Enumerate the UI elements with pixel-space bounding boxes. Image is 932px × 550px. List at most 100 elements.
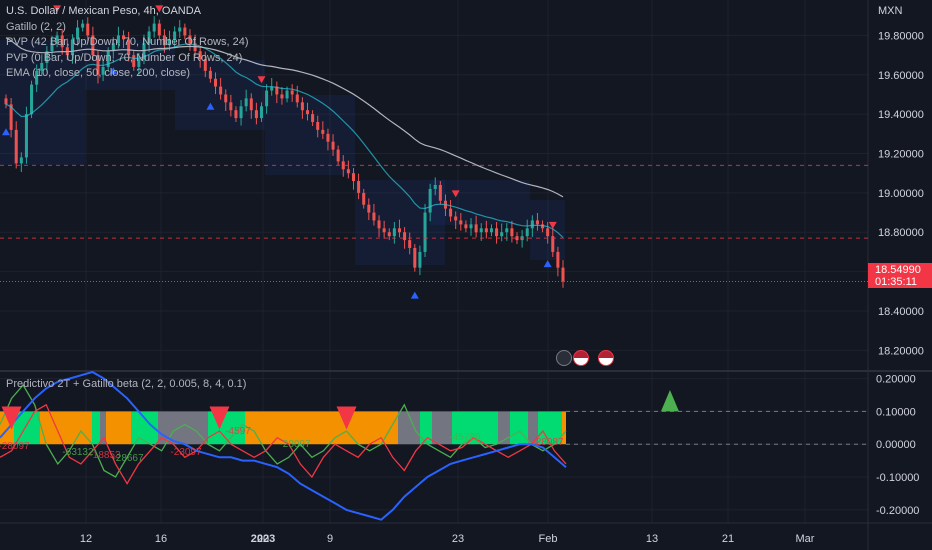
candle-body <box>408 240 412 248</box>
lightning-event-icon[interactable] <box>556 350 572 366</box>
buy-arrow-icon <box>2 128 10 136</box>
candle-body <box>188 35 192 44</box>
candle-body <box>35 70 39 85</box>
chart-legend: U.S. Dollar / Mexican Peso, 4h, OANDA Ga… <box>6 4 249 82</box>
candle-body <box>162 35 166 46</box>
candle-body <box>377 220 381 229</box>
candle-body <box>50 43 54 52</box>
osc-value-label: -28097 <box>279 439 311 450</box>
price-tick-label: 19.20000 <box>878 149 924 161</box>
candle-body <box>500 232 504 237</box>
candle-body <box>224 94 228 103</box>
candle-body <box>459 220 463 225</box>
signal-band-segment <box>92 411 100 445</box>
buy-arrow-icon <box>410 291 419 299</box>
candle-body <box>316 122 320 130</box>
symbol-title[interactable]: U.S. Dollar / Mexican Peso, 4h, OANDA <box>6 5 202 17</box>
candle-body <box>152 23 156 32</box>
indicator-gatillo[interactable]: Gatillo (2, 2) <box>6 20 66 33</box>
candle-body <box>76 27 80 40</box>
indicator-pvp-42[interactable]: PVP (42 Bar, Up/Down, 70, Number Of Rows… <box>6 36 249 48</box>
candle-body <box>173 31 177 40</box>
osc-value-label: -4597 <box>225 426 251 437</box>
signal-band-segment <box>100 411 106 445</box>
candle-body <box>515 236 519 241</box>
signal-band-segment <box>245 411 398 445</box>
volume-profile-box <box>175 60 265 130</box>
candle-body <box>168 39 172 46</box>
candle-body <box>433 185 437 189</box>
signal-band-segment <box>398 411 420 445</box>
osc-value-label: -28097 <box>0 441 30 452</box>
time-tick-label: 23 <box>452 533 464 545</box>
time-tick-label: 12 <box>80 533 92 545</box>
candle-body <box>24 114 28 158</box>
candle-body <box>275 86 279 95</box>
ema-200-line <box>5 37 564 198</box>
candle-body <box>147 31 151 44</box>
candle-body <box>382 228 386 233</box>
price-tick-label: 19.80000 <box>878 30 924 42</box>
candle-body <box>137 59 141 67</box>
candle-body <box>321 129 325 134</box>
candle-body <box>280 94 284 99</box>
buy-arrow-icon <box>543 260 552 268</box>
candle-body <box>479 228 483 233</box>
candle-body <box>285 90 289 99</box>
candle-body <box>203 59 207 71</box>
candle-body <box>556 251 560 268</box>
osc-value-label: -45789 <box>449 432 481 443</box>
candle-body <box>397 228 401 233</box>
volume-profile-box <box>0 40 85 165</box>
sell-arrow-icon <box>53 5 62 13</box>
candle-body <box>60 35 64 48</box>
buy-arrow-icon <box>109 67 118 75</box>
us-flag-event-icon-2[interactable] <box>598 350 614 366</box>
candle-body <box>132 55 136 67</box>
price-tick-label: 18.80000 <box>878 227 924 239</box>
candle-body <box>290 90 294 95</box>
lower-pane-title[interactable]: Predictivo 2T + Gatillo beta (2, 2, 0.00… <box>6 378 247 390</box>
volume-profile-box <box>265 95 355 175</box>
candle-body <box>367 204 371 213</box>
candle-body <box>341 161 345 170</box>
time-tick-label: 20 <box>257 533 269 545</box>
candle-body <box>55 35 59 44</box>
candle-body <box>198 51 202 60</box>
candle-body <box>4 98 8 105</box>
candle-body <box>346 169 350 174</box>
candle-body <box>505 228 509 233</box>
osc-up-triangle-icon <box>660 390 679 412</box>
candle-body <box>336 149 340 162</box>
signal-band-segment <box>528 411 538 445</box>
candle-body <box>106 51 110 67</box>
signal-band-segment <box>106 411 131 445</box>
indicator-pvp-0[interactable]: PVP (0 Bar, Up/Down, 70, Number Of Rows,… <box>6 51 243 64</box>
signal-band-segment <box>40 411 92 445</box>
candle-body <box>239 106 243 119</box>
candle-body <box>101 66 105 75</box>
candle-body <box>183 27 187 36</box>
candle-body <box>489 228 493 233</box>
candle-body <box>305 110 310 115</box>
us-flag-event-icon[interactable] <box>573 350 589 366</box>
candle-body <box>254 110 258 119</box>
candle-body <box>219 86 223 95</box>
osc-value-label: -23097 <box>170 447 202 458</box>
candle-body <box>9 104 13 130</box>
candle-body <box>86 23 90 36</box>
candle-body <box>234 110 238 119</box>
osc-blue-line <box>0 370 567 521</box>
candle-body <box>546 228 550 237</box>
candle-body <box>530 220 534 229</box>
candle-body <box>331 141 335 150</box>
sell-arrow-icon <box>155 5 164 13</box>
candle-body <box>213 78 218 87</box>
candle-body <box>249 98 253 111</box>
candle-body <box>418 251 422 268</box>
time-tick-label: 2023 <box>251 533 275 545</box>
indicator-ema[interactable]: EMA (10, close, 50, close, 200, close) <box>6 67 191 79</box>
candle-body <box>91 35 95 56</box>
bar-countdown: 01:35:11 <box>875 276 918 288</box>
